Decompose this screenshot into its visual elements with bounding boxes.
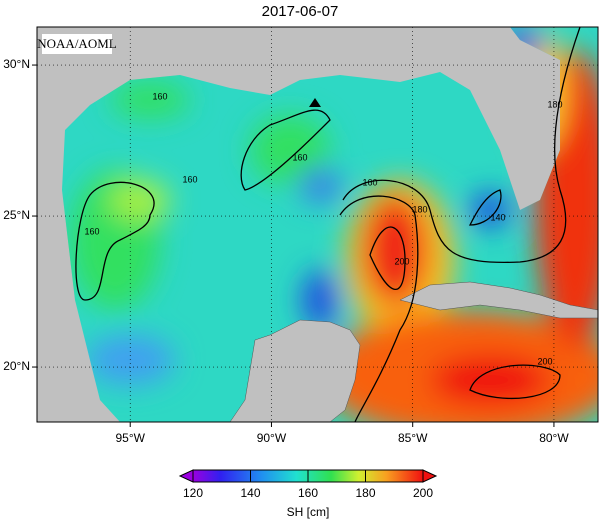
contour-label: 160 (84, 226, 99, 236)
x-tick-label: 85°W (398, 431, 428, 445)
colorbar-label: SH [cm] (287, 505, 330, 519)
x-tick-label: 95°W (115, 431, 145, 445)
colorbar-tick-label: 120 (183, 486, 203, 500)
contour-label: 160 (152, 91, 167, 101)
colorbar-low-extend (178, 469, 194, 483)
contour-label: 160 (182, 174, 197, 184)
contour-label: 160 (292, 152, 307, 162)
y-tick-label: 20°N (3, 359, 30, 373)
colorbar-high-extend (422, 469, 438, 483)
station-marker (309, 98, 321, 107)
colorbar-tick-label: 200 (413, 486, 433, 500)
contour-label: 180 (547, 99, 562, 109)
y-tick-label: 30°N (3, 57, 30, 71)
x-tick-label: 80°W (539, 431, 569, 445)
contour-label: 160 (362, 177, 377, 187)
colorbar-tick-label: 140 (240, 486, 260, 500)
title: 2017-06-07 (262, 3, 339, 20)
contour-label: 180 (412, 204, 427, 214)
contour-label: 140 (490, 212, 505, 222)
contour-label: 200 (394, 256, 409, 266)
map-frame (36, 26, 599, 423)
contours (75, 27, 581, 422)
contour-label: 200 (537, 356, 552, 366)
credit: NOAA/AOML (37, 36, 117, 51)
credit-box (42, 34, 112, 54)
y-tick-label: 25°N (3, 208, 30, 222)
land-masses (229, 281, 599, 423)
colorbar-tick-label: 180 (355, 486, 375, 500)
x-tick-label: 90°W (257, 431, 287, 445)
colorbar-tick-label: 160 (298, 486, 318, 500)
